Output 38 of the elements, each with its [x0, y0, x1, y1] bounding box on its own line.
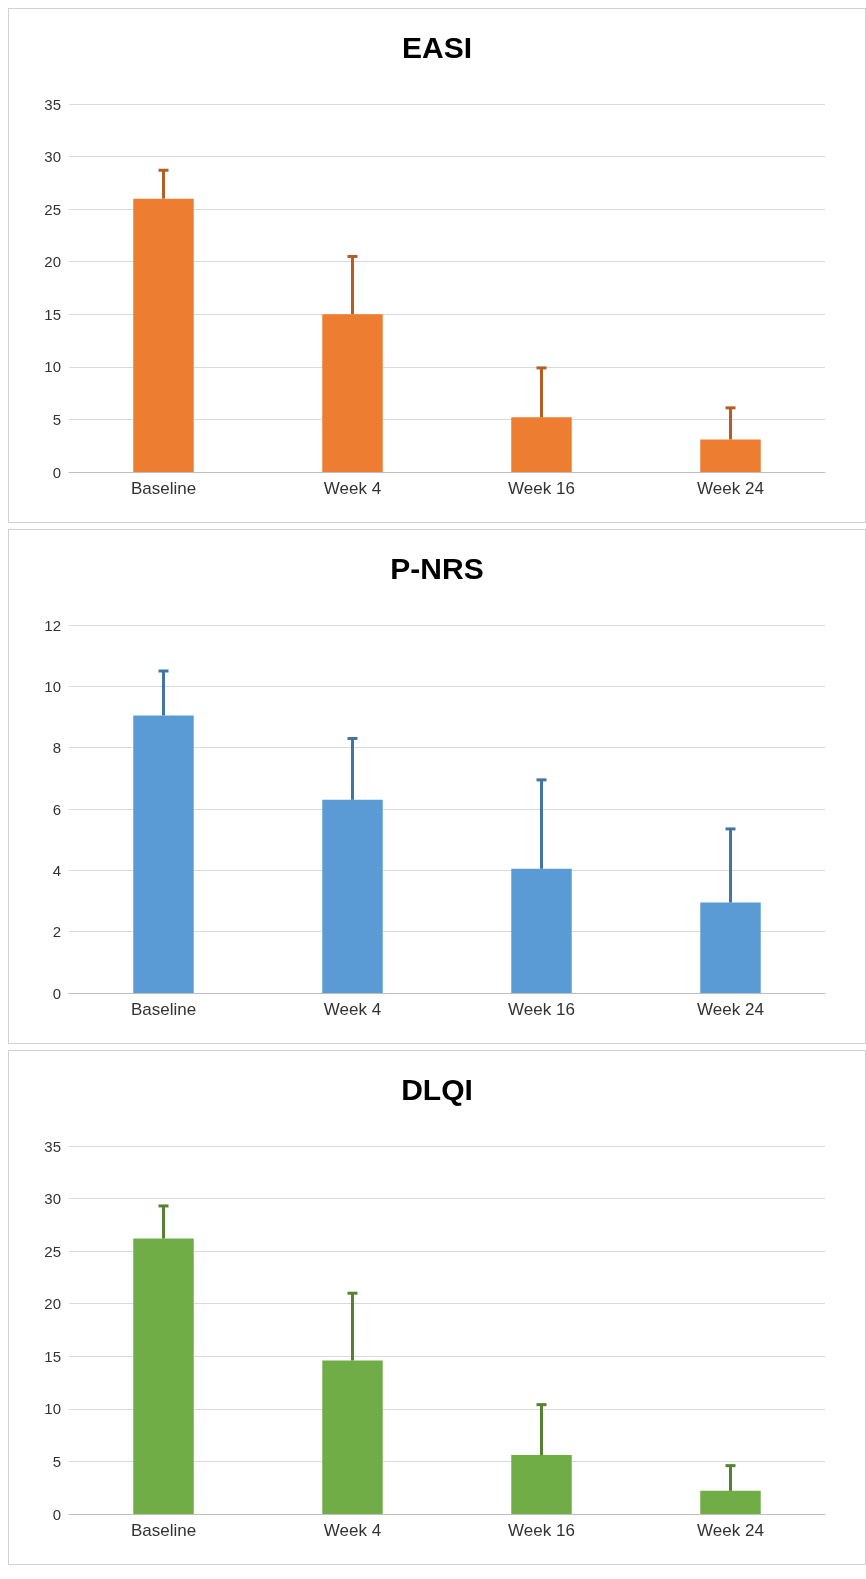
y-tick-label: 5: [52, 410, 61, 428]
x-tick-label: Baseline: [130, 479, 197, 498]
x-tick-label: Week 16: [508, 1521, 575, 1540]
x-tick-label: Week 16: [508, 479, 575, 498]
y-tick-label: 6: [52, 800, 61, 818]
y-tick-label: 20: [44, 1295, 61, 1313]
x-tick-label: Baseline: [130, 1521, 197, 1540]
y-tick-label: 0: [52, 1505, 61, 1523]
y-tick-label: 25: [44, 200, 61, 218]
x-tick-label: Baseline: [130, 1000, 197, 1019]
y-tick-label: 10: [44, 677, 61, 695]
chart-title: P-NRS: [390, 551, 484, 585]
x-tick-label: Week 24: [697, 479, 764, 498]
y-tick-label: 5: [52, 1452, 61, 1470]
y-tick-label: 10: [44, 1400, 61, 1418]
y-tick-label: 10: [44, 358, 61, 376]
y-tick-label: 25: [44, 1242, 61, 1260]
y-tick-label: 15: [44, 305, 61, 323]
x-tick-label: Week 4: [323, 479, 382, 498]
y-tick-label: 20: [44, 253, 61, 271]
y-tick-label: 30: [44, 148, 61, 166]
y-tick-label: 0: [52, 463, 61, 481]
y-tick-label: 8: [52, 739, 61, 757]
y-tick-label: 30: [44, 1190, 61, 1208]
y-tick-label: 2: [52, 923, 61, 941]
y-tick-label: 35: [44, 1137, 61, 1155]
y-tick-label: 0: [52, 984, 61, 1002]
y-tick-label: 12: [44, 616, 61, 634]
x-tick-label: Week 16: [508, 1000, 575, 1019]
x-tick-label: Week 24: [697, 1521, 764, 1540]
chart-title: EASI: [401, 30, 473, 64]
x-tick-label: Week 4: [323, 1000, 382, 1019]
y-tick-label: 15: [44, 1347, 61, 1365]
y-tick-label: 35: [44, 95, 61, 113]
x-tick-label: Week 24: [697, 1000, 764, 1019]
x-tick-label: Week 4: [323, 1521, 382, 1540]
chart-title: DLQI: [401, 1072, 473, 1106]
y-tick-label: 4: [52, 861, 61, 879]
